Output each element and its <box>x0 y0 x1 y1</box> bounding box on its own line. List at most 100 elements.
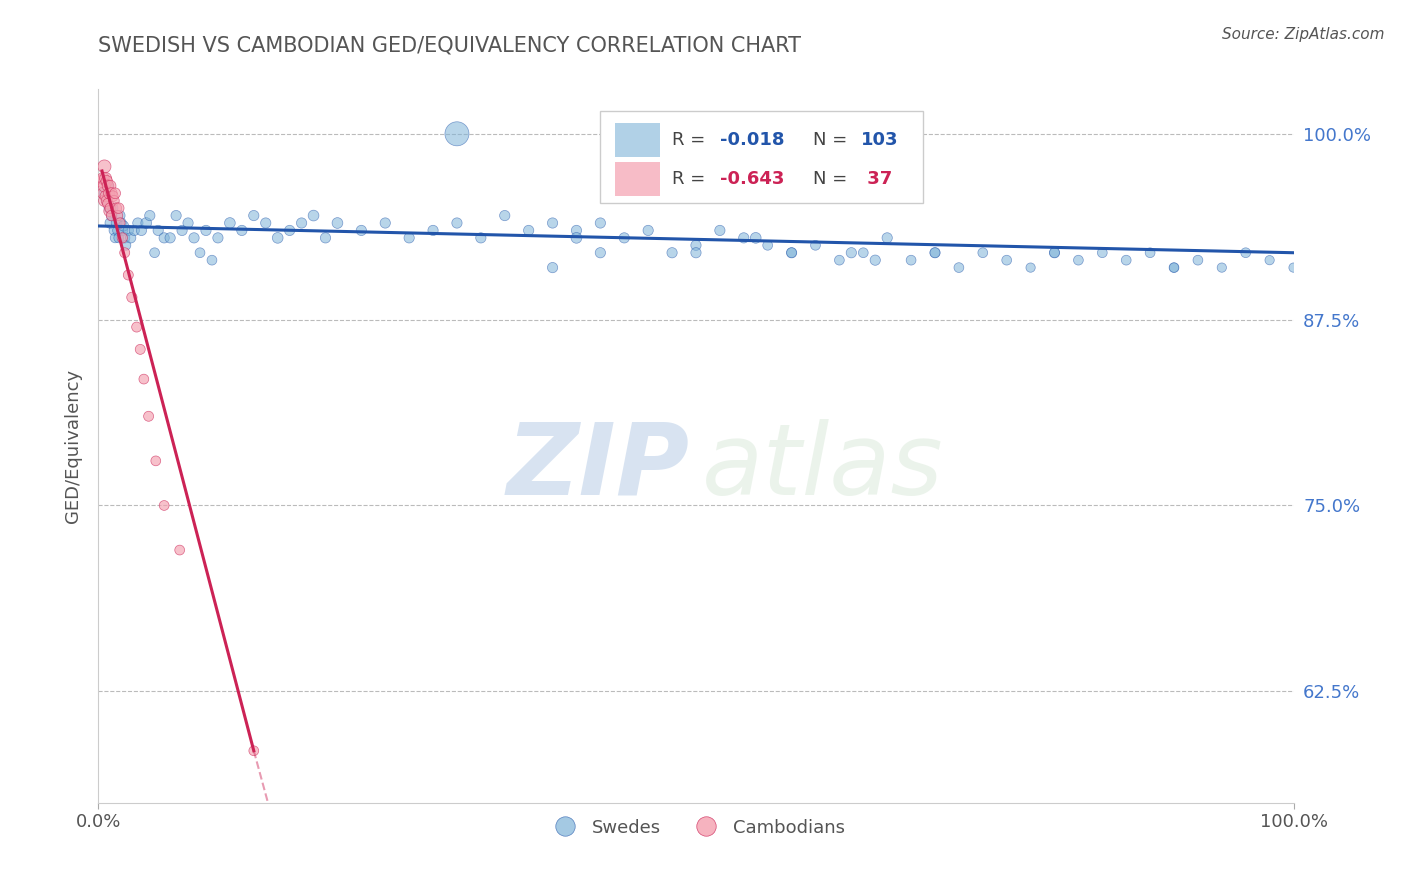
Point <box>1163 260 1185 275</box>
Point <box>143 245 166 260</box>
Text: Source: ZipAtlas.com: Source: ZipAtlas.com <box>1222 27 1385 42</box>
Point <box>565 231 588 245</box>
Point <box>96 174 118 188</box>
Text: N =: N = <box>813 170 853 188</box>
Point <box>153 499 176 513</box>
Point <box>1043 245 1066 260</box>
Bar <box>614 162 661 196</box>
Point <box>93 178 115 193</box>
Text: ZIP: ZIP <box>508 419 690 516</box>
Point <box>105 201 128 215</box>
Point <box>97 178 120 193</box>
Point <box>841 245 863 260</box>
Point <box>1019 260 1042 275</box>
Point <box>745 231 768 245</box>
Point <box>103 194 125 208</box>
Point <box>91 186 114 201</box>
Point <box>114 245 136 260</box>
Point <box>145 454 167 468</box>
Point <box>98 201 121 215</box>
Point <box>326 216 349 230</box>
Point <box>685 238 707 252</box>
Point <box>97 178 120 193</box>
Point <box>91 171 114 186</box>
Point <box>125 320 148 334</box>
Point <box>97 196 120 211</box>
Point <box>470 231 492 245</box>
Point <box>101 189 124 203</box>
Point <box>98 201 122 215</box>
Point <box>100 186 122 201</box>
Point <box>115 238 138 252</box>
Point <box>100 209 122 223</box>
Point <box>111 231 134 245</box>
Point <box>93 160 115 174</box>
Point <box>1187 253 1209 268</box>
Point <box>780 245 803 260</box>
Point <box>900 253 922 268</box>
Point <box>121 290 143 304</box>
Point <box>117 223 139 237</box>
Point <box>100 209 122 223</box>
Text: 37: 37 <box>860 170 893 188</box>
Point <box>243 209 266 223</box>
Point <box>124 223 146 237</box>
Point <box>780 245 803 260</box>
Point <box>101 201 124 215</box>
Text: -0.643: -0.643 <box>720 170 785 188</box>
Point <box>589 216 612 230</box>
Point <box>1043 245 1066 260</box>
Point <box>1282 260 1305 275</box>
Point <box>948 260 970 275</box>
Point <box>278 223 301 237</box>
Point <box>103 223 125 237</box>
Point <box>107 201 129 215</box>
Point <box>138 409 160 424</box>
Text: 103: 103 <box>860 131 898 149</box>
Point <box>127 216 149 230</box>
Point <box>132 372 155 386</box>
Point <box>972 245 994 260</box>
Point <box>565 223 588 237</box>
Text: -0.018: -0.018 <box>720 131 785 149</box>
Point <box>231 223 253 237</box>
Point <box>108 216 131 230</box>
Point <box>733 231 755 245</box>
Point <box>131 223 153 237</box>
Point <box>177 216 200 230</box>
Point <box>104 186 127 201</box>
Text: atlas: atlas <box>702 419 943 516</box>
Point <box>91 174 114 188</box>
Point <box>165 209 187 223</box>
Point <box>98 216 122 230</box>
Text: SWEDISH VS CAMBODIAN GED/EQUIVALENCY CORRELATION CHART: SWEDISH VS CAMBODIAN GED/EQUIVALENCY COR… <box>98 36 801 55</box>
Point <box>924 245 946 260</box>
Point <box>94 171 117 186</box>
Point <box>94 189 117 203</box>
Point <box>446 216 468 230</box>
Point <box>98 178 122 193</box>
Point <box>589 245 612 260</box>
Point <box>398 231 420 245</box>
Point <box>756 238 779 252</box>
Point <box>104 231 127 245</box>
Point <box>924 245 946 260</box>
Point <box>1211 260 1233 275</box>
Point <box>541 260 564 275</box>
Point <box>139 209 162 223</box>
Point <box>107 209 129 223</box>
Point <box>291 216 314 230</box>
Point <box>828 253 851 268</box>
Point <box>148 223 170 237</box>
Point <box>1139 245 1161 260</box>
Point <box>804 238 827 252</box>
Point <box>613 231 636 245</box>
Point <box>517 223 540 237</box>
Point <box>93 186 115 201</box>
Legend: Swedes, Cambodians: Swedes, Cambodians <box>540 812 852 844</box>
Point <box>709 223 731 237</box>
Point <box>107 231 129 245</box>
Point <box>93 194 115 208</box>
Point <box>112 219 135 233</box>
Point <box>852 245 875 260</box>
